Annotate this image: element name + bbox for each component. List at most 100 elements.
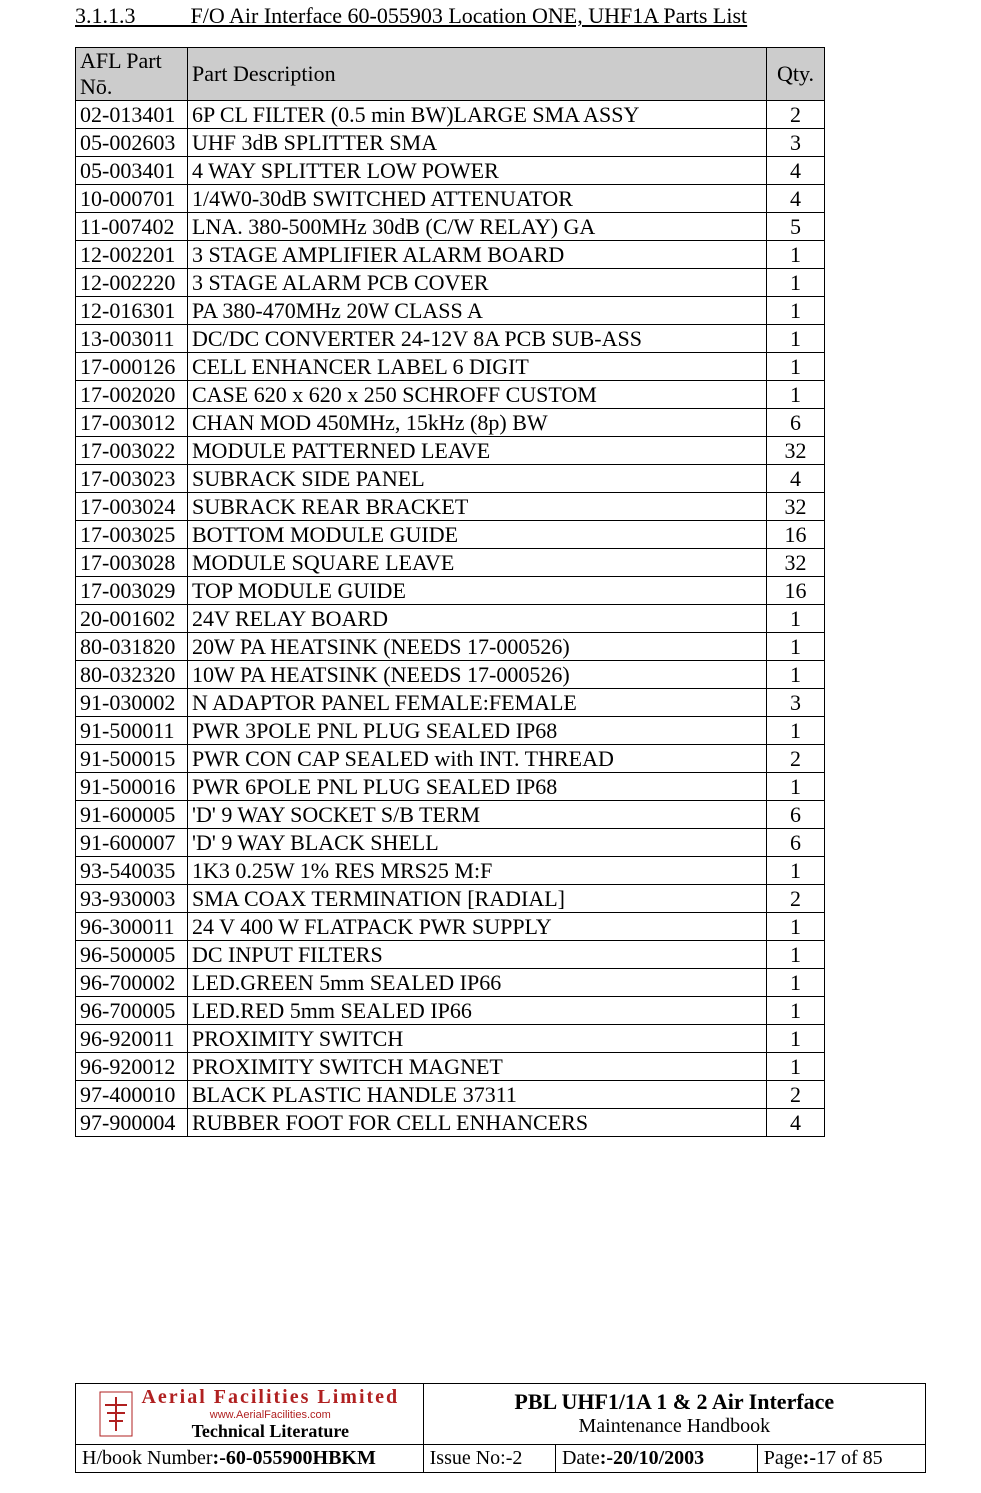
cell-description: SMA COAX TERMINATION [RADIAL]: [188, 885, 767, 913]
table-row: 02-0134016P CL FILTER (0.5 min BW)LARGE …: [76, 101, 825, 129]
section-heading: 3.1.1.3 F/O Air Interface 60-055903 Loca…: [75, 3, 906, 29]
cell-partno: 12-002201: [76, 241, 188, 269]
cell-description: DC/DC CONVERTER 24-12V 8A PCB SUB-ASS: [188, 325, 767, 353]
table-row: 17-000126CELL ENHANCER LABEL 6 DIGIT1: [76, 353, 825, 381]
table-row: 91-500011PWR 3POLE PNL PLUG SEALED IP681: [76, 717, 825, 745]
cell-qty: 4: [767, 1109, 825, 1137]
cell-partno: 93-540035: [76, 857, 188, 885]
cell-partno: 91-600007: [76, 829, 188, 857]
cell-description: N ADAPTOR PANEL FEMALE:FEMALE: [188, 689, 767, 717]
col-header-description: Part Description: [188, 48, 767, 101]
table-row: 20-00160224V RELAY BOARD1: [76, 605, 825, 633]
table-row: 91-600005'D' 9 WAY SOCKET S/B TERM6: [76, 801, 825, 829]
cell-description: MODULE PATTERNED LEAVE: [188, 437, 767, 465]
cell-partno: 02-013401: [76, 101, 188, 129]
table-row: 17-003024SUBRACK REAR BRACKET32: [76, 493, 825, 521]
cell-description: TOP MODULE GUIDE: [188, 577, 767, 605]
cell-qty: 1: [767, 381, 825, 409]
footer-logo-cell: Aerial Facilities Limited www.AerialFaci…: [76, 1383, 424, 1444]
cell-description: PROXIMITY SWITCH MAGNET: [188, 1053, 767, 1081]
cell-description: LNA. 380-500MHz 30dB (C/W RELAY) GA: [188, 213, 767, 241]
table-row: 96-700005LED.RED 5mm SEALED IP661: [76, 997, 825, 1025]
cell-description: LED.RED 5mm SEALED IP66: [188, 997, 767, 1025]
cell-qty: 3: [767, 129, 825, 157]
table-header-row: AFL Part Nō. Part Description Qty.: [76, 48, 825, 101]
cell-description: 'D' 9 WAY BLACK SHELL: [188, 829, 767, 857]
cell-partno: 17-003025: [76, 521, 188, 549]
cell-qty: 1: [767, 297, 825, 325]
cell-qty: 1: [767, 997, 825, 1025]
cell-partno: 13-003011: [76, 325, 188, 353]
cell-qty: 6: [767, 829, 825, 857]
cell-qty: 1: [767, 633, 825, 661]
cell-qty: 1: [767, 857, 825, 885]
cell-partno: 12-016301: [76, 297, 188, 325]
cell-qty: 16: [767, 521, 825, 549]
cell-qty: 3: [767, 689, 825, 717]
table-row: 12-016301PA 380-470MHz 20W CLASS A1: [76, 297, 825, 325]
table-row: 05-0034014 WAY SPLITTER LOW POWER4: [76, 157, 825, 185]
cell-partno: 97-400010: [76, 1081, 188, 1109]
cell-description: PWR 3POLE PNL PLUG SEALED IP68: [188, 717, 767, 745]
footer-page-label: Page: [764, 1447, 803, 1469]
cell-partno: 11-007402: [76, 213, 188, 241]
footer-date-label: Date: [562, 1447, 600, 1469]
cell-partno: 20-001602: [76, 605, 188, 633]
table-row: 11-007402LNA. 380-500MHz 30dB (C/W RELAY…: [76, 213, 825, 241]
table-row: 17-003029TOP MODULE GUIDE16: [76, 577, 825, 605]
cell-description: 10W PA HEATSINK (NEEDS 17-000526): [188, 661, 767, 689]
table-row: 93-5400351K3 0.25W 1% RES MRS25 M:F1: [76, 857, 825, 885]
footer-date-cell: Date:-20/10/2003: [555, 1445, 757, 1473]
cell-description: 'D' 9 WAY SOCKET S/B TERM: [188, 801, 767, 829]
cell-description: DC INPUT FILTERS: [188, 941, 767, 969]
cell-description: 24V RELAY BOARD: [188, 605, 767, 633]
cell-description: LED.GREEN 5mm SEALED IP66: [188, 969, 767, 997]
cell-description: PA 380-470MHz 20W CLASS A: [188, 297, 767, 325]
cell-description: BLACK PLASTIC HANDLE 37311: [188, 1081, 767, 1109]
cell-qty: 1: [767, 661, 825, 689]
cell-description: 3 STAGE AMPLIFIER ALARM BOARD: [188, 241, 767, 269]
page-footer: Aerial Facilities Limited www.AerialFaci…: [75, 1383, 926, 1473]
cell-description: PROXIMITY SWITCH: [188, 1025, 767, 1053]
cell-description: 4 WAY SPLITTER LOW POWER: [188, 157, 767, 185]
cell-description: RUBBER FOOT FOR CELL ENHANCERS: [188, 1109, 767, 1137]
table-row: 17-003028MODULE SQUARE LEAVE32: [76, 549, 825, 577]
cell-partno: 96-920011: [76, 1025, 188, 1053]
cell-description: 20W PA HEATSINK (NEEDS 17-000526): [188, 633, 767, 661]
table-row: 17-002020CASE 620 x 620 x 250 SCHROFF CU…: [76, 381, 825, 409]
cell-qty: 2: [767, 745, 825, 773]
cell-qty: 2: [767, 101, 825, 129]
cell-qty: 4: [767, 465, 825, 493]
cell-partno: 96-500005: [76, 941, 188, 969]
cell-partno: 17-003022: [76, 437, 188, 465]
section-title: F/O Air Interface 60-055903 Location ONE…: [191, 3, 748, 28]
cell-partno: 96-700002: [76, 969, 188, 997]
cell-partno: 05-002603: [76, 129, 188, 157]
col-header-qty: Qty.: [767, 48, 825, 101]
footer-title-cell: PBL UHF1/1A 1 & 2 Air Interface Maintena…: [423, 1383, 925, 1444]
cell-qty: 1: [767, 941, 825, 969]
table-row: 10-0007011/4W0-30dB SWITCHED ATTENUATOR4: [76, 185, 825, 213]
table-row: 97-400010BLACK PLASTIC HANDLE 373112: [76, 1081, 825, 1109]
table-row: 12-0022203 STAGE ALARM PCB COVER1: [76, 269, 825, 297]
table-row: 91-600007'D' 9 WAY BLACK SHELL6: [76, 829, 825, 857]
cell-qty: 4: [767, 185, 825, 213]
cell-partno: 96-920012: [76, 1053, 188, 1081]
cell-description: UHF 3dB SPLITTER SMA: [188, 129, 767, 157]
table-row: 80-03232010W PA HEATSINK (NEEDS 17-00052…: [76, 661, 825, 689]
cell-description: 24 V 400 W FLATPACK PWR SUPPLY: [188, 913, 767, 941]
cell-partno: 17-003023: [76, 465, 188, 493]
cell-qty: 1: [767, 1053, 825, 1081]
table-row: 96-920012PROXIMITY SWITCH MAGNET1: [76, 1053, 825, 1081]
cell-qty: 32: [767, 493, 825, 521]
cell-partno: 96-700005: [76, 997, 188, 1025]
table-row: 17-003012CHAN MOD 450MHz, 15kHz (8p) BW6: [76, 409, 825, 437]
cell-partno: 10-000701: [76, 185, 188, 213]
cell-qty: 1: [767, 717, 825, 745]
cell-qty: 1: [767, 325, 825, 353]
cell-partno: 91-030002: [76, 689, 188, 717]
table-row: 97-900004RUBBER FOOT FOR CELL ENHANCERS4: [76, 1109, 825, 1137]
cell-qty: 2: [767, 1081, 825, 1109]
cell-qty: 6: [767, 801, 825, 829]
cell-partno: 17-003028: [76, 549, 188, 577]
